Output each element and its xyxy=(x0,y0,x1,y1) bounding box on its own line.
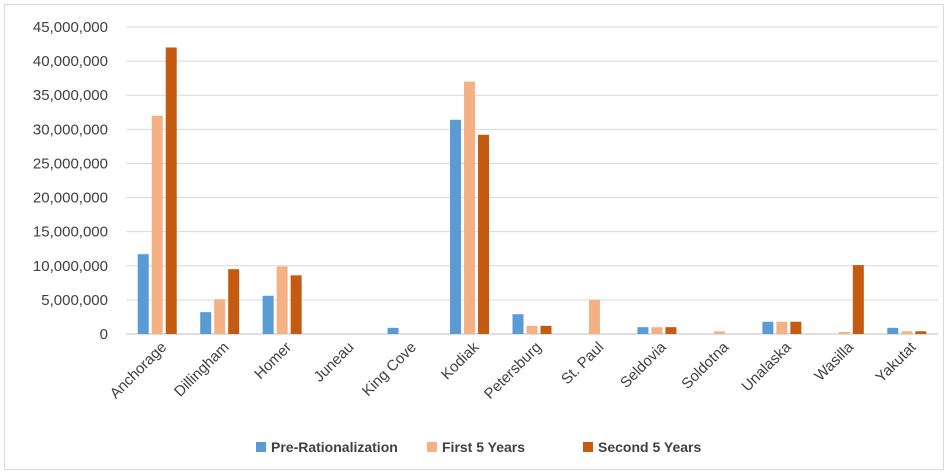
bar-unalaska-s3 xyxy=(790,321,802,334)
x-tick-label: Seldovia xyxy=(617,338,670,391)
x-tick-label: Yakutat xyxy=(872,338,920,386)
y-tick-label: 5,000,000 xyxy=(41,292,108,309)
bar-yakutat-s3 xyxy=(915,331,927,334)
x-tick-label: Anchorage xyxy=(107,339,170,402)
legend-label: Second 5 Years xyxy=(598,439,701,455)
bar-st-paul-s2 xyxy=(588,299,600,334)
bar-dillingham-s2 xyxy=(214,299,226,334)
bar-anchorage-s1 xyxy=(137,254,149,334)
y-axis-tick-labels: 0 5,000,000 10,000,000 15,000,000 20,000,000… xyxy=(33,19,108,343)
legend-swatch xyxy=(256,442,266,452)
bars xyxy=(137,47,927,334)
legend-label: First 5 Years xyxy=(442,439,525,455)
bar-soldotna-s2 xyxy=(713,331,725,334)
bar-unalaska-s1 xyxy=(762,321,774,334)
y-tick-label: 40,000,000 xyxy=(33,53,108,70)
bar-seldovia-s2 xyxy=(651,327,663,334)
bar-yakutat-s2 xyxy=(901,331,913,334)
bar-king-cove-s1 xyxy=(387,327,399,334)
bar-unalaska-s2 xyxy=(776,321,788,334)
gridlines xyxy=(126,26,938,335)
x-tick-label: St. Paul xyxy=(558,339,607,388)
bar-petersburg-s1 xyxy=(512,314,524,334)
y-tick-label: 15,000,000 xyxy=(33,224,108,241)
bar-kodiak-s1 xyxy=(450,119,462,334)
bar-kodiak-s3 xyxy=(478,134,490,334)
bar-petersburg-s3 xyxy=(540,325,552,334)
y-tick-label: 35,000,000 xyxy=(33,87,108,104)
x-tick-label: Juneau xyxy=(311,339,358,386)
x-tick-label: Kodiak xyxy=(438,338,483,383)
bar-dillingham-s3 xyxy=(228,269,240,334)
y-tick-label: 0 xyxy=(100,326,108,343)
x-tick-label: Soldotna xyxy=(678,338,732,392)
x-tick-label: Petersburg xyxy=(481,339,545,403)
x-axis-tick-labels: Anchorage Dillingham Homer Juneau King Cove K… xyxy=(107,338,920,402)
y-tick-label: 10,000,000 xyxy=(33,258,108,275)
x-tick-label: Dillingham xyxy=(171,339,233,401)
y-tick-label: 45,000,000 xyxy=(33,19,108,36)
bar-wasilla-s2 xyxy=(838,331,850,334)
bar-seldovia-s1 xyxy=(637,327,649,334)
x-tick-label: Unalaska xyxy=(738,338,795,395)
legend-swatch xyxy=(427,442,437,452)
bar-homer-s2 xyxy=(276,266,288,334)
legend-label: Pre-Rationalization xyxy=(271,439,398,455)
x-tick-label: King Cove xyxy=(359,339,420,400)
x-tick-label: Wasilla xyxy=(811,338,857,384)
bar-homer-s1 xyxy=(262,295,274,334)
bar-seldovia-s3 xyxy=(665,327,677,334)
y-tick-label: 25,000,000 xyxy=(33,155,108,172)
bar-kodiak-s2 xyxy=(464,81,476,334)
bar-anchorage-s3 xyxy=(165,47,177,334)
y-tick-label: 30,000,000 xyxy=(33,121,108,138)
bar-wasilla-s3 xyxy=(852,265,864,334)
bar-yakutat-s1 xyxy=(887,327,899,334)
y-tick-label: 20,000,000 xyxy=(33,190,108,207)
bar-anchorage-s2 xyxy=(151,115,163,334)
bar-homer-s3 xyxy=(290,275,302,334)
bar-petersburg-s2 xyxy=(526,325,538,334)
legend-swatch xyxy=(583,442,593,452)
legend: Pre-Rationalization First 5 Years Second 5… xyxy=(256,439,701,455)
x-tick-label: Homer xyxy=(251,339,295,383)
bar-dillingham-s1 xyxy=(200,312,212,334)
